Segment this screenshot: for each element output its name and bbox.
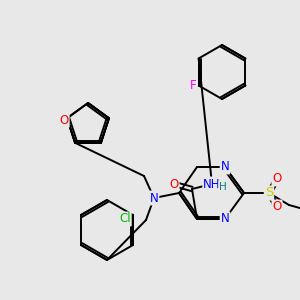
Text: NH: NH <box>203 178 221 190</box>
Text: O: O <box>272 200 282 214</box>
Text: S: S <box>265 187 273 200</box>
Text: O: O <box>169 178 178 190</box>
Text: N: N <box>220 212 230 226</box>
Text: Cl: Cl <box>119 212 131 226</box>
Text: N: N <box>220 160 230 173</box>
Text: F: F <box>190 79 197 92</box>
Text: O: O <box>59 114 69 127</box>
Text: H: H <box>219 182 227 192</box>
Text: O: O <box>272 172 282 185</box>
Text: N: N <box>150 191 158 205</box>
